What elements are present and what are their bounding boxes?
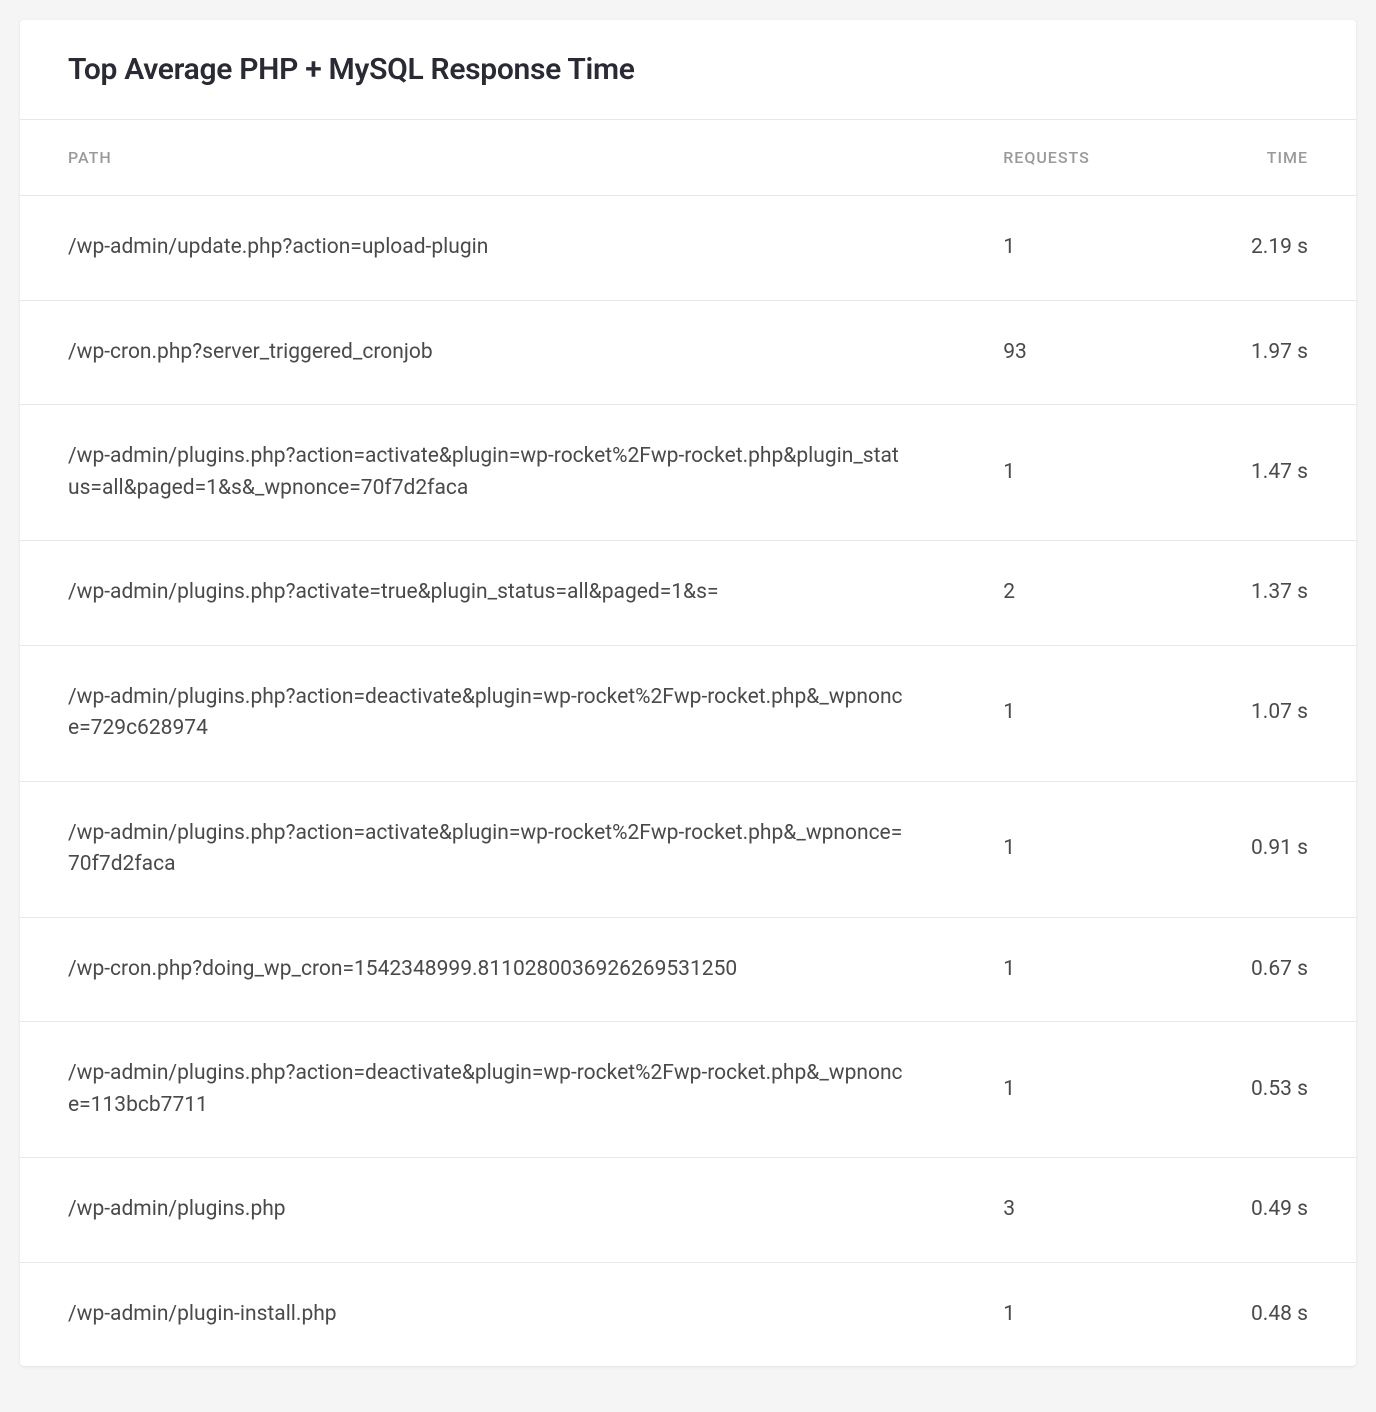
response-time-table: PATH REQUESTS TIME /wp-admin/update.php?… [20, 120, 1356, 1366]
table-header-row: PATH REQUESTS TIME [20, 120, 1356, 196]
cell-path[interactable]: /wp-admin/plugins.php?action=activate&pl… [20, 405, 955, 541]
cell-requests: 1 [955, 196, 1155, 301]
cell-time: 0.91 s [1156, 781, 1356, 917]
cell-path[interactable]: /wp-cron.php?doing_wp_cron=1542348999.81… [20, 917, 955, 1022]
cell-time: 0.67 s [1156, 917, 1356, 1022]
cell-time: 1.47 s [1156, 405, 1356, 541]
response-time-card: Top Average PHP + MySQL Response Time PA… [20, 20, 1356, 1366]
card-title: Top Average PHP + MySQL Response Time [68, 52, 1308, 87]
cell-path[interactable]: /wp-admin/plugins.php?action=deactivate&… [20, 645, 955, 781]
cell-requests: 93 [955, 300, 1155, 405]
table-row: /wp-admin/plugins.php 3 0.49 s [20, 1158, 1356, 1263]
cell-path[interactable]: /wp-admin/plugins.php [20, 1158, 955, 1263]
cell-time: 1.07 s [1156, 645, 1356, 781]
table-body: /wp-admin/update.php?action=upload-plugi… [20, 196, 1356, 1367]
table-row: /wp-admin/update.php?action=upload-plugi… [20, 196, 1356, 301]
cell-time: 1.37 s [1156, 541, 1356, 646]
cell-path[interactable]: /wp-admin/plugins.php?activate=true&plug… [20, 541, 955, 646]
table-row: /wp-admin/plugins.php?action=activate&pl… [20, 405, 1356, 541]
table-row: /wp-cron.php?doing_wp_cron=1542348999.81… [20, 917, 1356, 1022]
cell-requests: 2 [955, 541, 1155, 646]
table-row: /wp-admin/plugins.php?action=deactivate&… [20, 645, 1356, 781]
cell-path[interactable]: /wp-admin/update.php?action=upload-plugi… [20, 196, 955, 301]
cell-path[interactable]: /wp-admin/plugins.php?action=activate&pl… [20, 781, 955, 917]
cell-time: 0.48 s [1156, 1262, 1356, 1366]
cell-requests: 1 [955, 1262, 1155, 1366]
cell-time: 2.19 s [1156, 196, 1356, 301]
table-row: /wp-admin/plugins.php?action=deactivate&… [20, 1022, 1356, 1158]
cell-requests: 1 [955, 1022, 1155, 1158]
table-row: /wp-admin/plugin-install.php 1 0.48 s [20, 1262, 1356, 1366]
cell-requests: 1 [955, 405, 1155, 541]
cell-time: 0.53 s [1156, 1022, 1356, 1158]
cell-requests: 1 [955, 645, 1155, 781]
table-row: /wp-admin/plugins.php?action=activate&pl… [20, 781, 1356, 917]
cell-time: 1.97 s [1156, 300, 1356, 405]
card-header: Top Average PHP + MySQL Response Time [20, 20, 1356, 120]
cell-time: 0.49 s [1156, 1158, 1356, 1263]
cell-path[interactable]: /wp-admin/plugins.php?action=deactivate&… [20, 1022, 955, 1158]
cell-path[interactable]: /wp-cron.php?server_triggered_cronjob [20, 300, 955, 405]
column-header-requests[interactable]: REQUESTS [955, 120, 1155, 196]
table-row: /wp-admin/plugins.php?activate=true&plug… [20, 541, 1356, 646]
table-row: /wp-cron.php?server_triggered_cronjob 93… [20, 300, 1356, 405]
column-header-time[interactable]: TIME [1156, 120, 1356, 196]
cell-requests: 3 [955, 1158, 1155, 1263]
cell-requests: 1 [955, 781, 1155, 917]
cell-requests: 1 [955, 917, 1155, 1022]
cell-path[interactable]: /wp-admin/plugin-install.php [20, 1262, 955, 1366]
column-header-path[interactable]: PATH [20, 120, 955, 196]
